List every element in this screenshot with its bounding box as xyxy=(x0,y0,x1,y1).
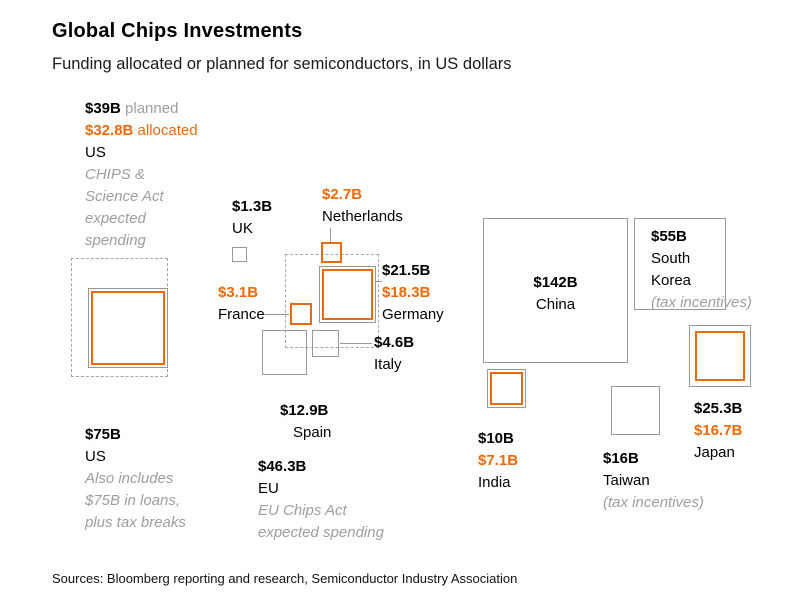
spain-square xyxy=(262,330,307,375)
us-planned-square xyxy=(88,288,168,368)
us-allocated-line: $32.8B allocated xyxy=(85,120,198,142)
eu-amount: $46.3B xyxy=(258,458,307,475)
eu-label-block: $46.3B EU EU Chips Act expected spending xyxy=(258,456,384,544)
netherlands-name: Netherlands xyxy=(322,208,403,225)
us-allocated-word: allocated xyxy=(137,122,198,139)
italy-square xyxy=(312,330,339,357)
source-line: Sources: Bloomberg reporting and researc… xyxy=(52,571,518,586)
china-amount: $142B xyxy=(533,274,578,291)
france-connector-line xyxy=(261,314,289,315)
india-planned-amount: $10B xyxy=(478,430,514,447)
china-square xyxy=(483,218,628,363)
taiwan-note: (tax incentives) xyxy=(603,494,704,511)
india-allocated-amount: $7.1B xyxy=(478,452,519,469)
us-total-label-block: $75B US Also includes $75B in loans, plu… xyxy=(85,424,186,534)
us-act-note: CHIPS & Science Act expected spending xyxy=(85,166,164,249)
japan-planned-amount: $25.3B xyxy=(694,400,743,417)
france-label-block: $3.1B France xyxy=(218,282,265,326)
south-korea-name: South Korea xyxy=(651,250,692,289)
spain-name: Spain xyxy=(293,424,332,441)
china-label-block: $142B China xyxy=(483,272,628,316)
netherlands-square xyxy=(321,242,342,263)
us-total-note: Also includes $75B in loans, plus tax br… xyxy=(85,470,186,531)
taiwan-label-block: $16B Taiwan (tax incentives) xyxy=(603,448,704,514)
us-allocated-amount: $32.8B xyxy=(85,122,134,139)
eu-expected-spending-outline-square xyxy=(285,254,379,348)
uk-label-block: $1.3B UK xyxy=(232,196,272,240)
germany-planned-square xyxy=(319,266,376,323)
spain-label-block: $12.9B Spain xyxy=(280,400,331,444)
uk-amount: $1.3B xyxy=(232,198,273,215)
italy-connector-line xyxy=(340,343,372,344)
us-allocated-square xyxy=(91,291,165,365)
uk-name: UK xyxy=(232,220,253,237)
germany-name: Germany xyxy=(382,306,444,323)
france-name: France xyxy=(218,306,265,323)
south-korea-square xyxy=(634,218,726,310)
us-label-block: $39B planned $32.8B allocated US CHIPS &… xyxy=(85,98,198,252)
italy-name: Italy xyxy=(374,356,402,373)
spain-amount: $12.9B xyxy=(280,402,329,419)
germany-allocated-amount: $18.3B xyxy=(382,284,431,301)
chart-subtitle: Funding allocated or planned for semicon… xyxy=(52,55,512,73)
netherlands-amount: $2.7B xyxy=(322,186,363,203)
south-korea-label-block: $55B South Korea (tax incentives) xyxy=(651,226,752,314)
japan-name: Japan xyxy=(694,444,735,461)
us-total-amount: $75B xyxy=(85,426,121,443)
taiwan-square xyxy=(611,386,660,435)
eu-note: EU Chips Act expected spending xyxy=(258,502,384,541)
netherlands-connector-line xyxy=(330,228,331,242)
japan-allocated-square xyxy=(695,331,745,381)
india-allocated-square xyxy=(490,372,523,405)
germany-planned-amount: $21.5B xyxy=(382,262,431,279)
germany-connector-line xyxy=(376,281,382,282)
netherlands-label-block: $2.7B Netherlands xyxy=(322,184,403,228)
south-korea-note: (tax incentives) xyxy=(651,294,752,311)
japan-allocated-amount: $16.7B xyxy=(694,422,743,439)
eu-name: EU xyxy=(258,480,279,497)
germany-label-block: $21.5B $18.3B Germany xyxy=(382,260,444,326)
us-planned-word: planned xyxy=(125,100,179,117)
us-total-name: US xyxy=(85,448,106,465)
france-square xyxy=(290,303,312,325)
south-korea-amount: $55B xyxy=(651,228,687,245)
japan-planned-square xyxy=(689,325,751,387)
page-title: Global Chips Investments xyxy=(52,20,303,42)
italy-amount: $4.6B xyxy=(374,334,415,351)
us-planned-amount: $39B xyxy=(85,100,121,117)
india-name: India xyxy=(478,474,511,491)
italy-label-block: $4.6B Italy xyxy=(374,332,414,376)
us-country-name: US xyxy=(85,144,106,161)
us-planned-line: $39B planned xyxy=(85,98,198,120)
uk-square xyxy=(232,247,247,262)
japan-label-block: $25.3B $16.7B Japan xyxy=(694,398,742,464)
china-name: China xyxy=(535,296,576,313)
taiwan-amount: $16B xyxy=(603,450,639,467)
france-amount: $3.1B xyxy=(218,284,259,301)
india-planned-square xyxy=(487,369,526,408)
taiwan-name: Taiwan xyxy=(603,472,650,489)
germany-allocated-square xyxy=(322,269,373,320)
india-label-block: $10B $7.1B India xyxy=(478,428,518,494)
